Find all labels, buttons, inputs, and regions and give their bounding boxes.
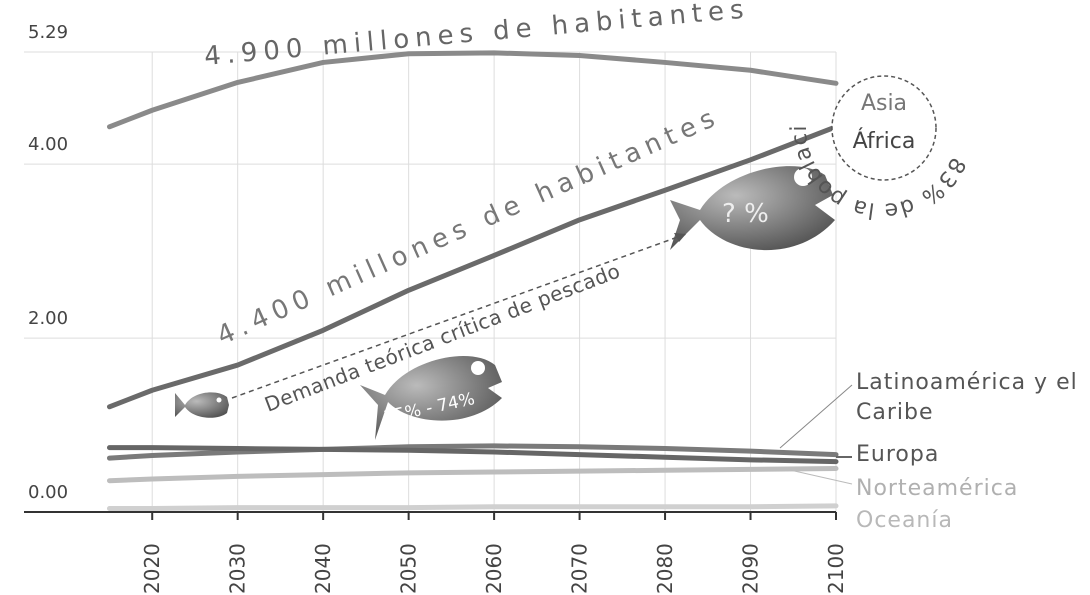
x-tick-label: 2070 [568,543,592,594]
y-tick-label: 2.00 [28,308,68,329]
x-tick-label: 2100 [824,543,848,594]
y-tick-label: 0.00 [28,482,68,503]
legend-north-america: Norteamérica [856,474,1018,504]
legend-latam: Latinoamérica y el Caribe [856,368,1086,428]
x-tick-label: 2080 [653,543,677,594]
series-line [109,506,836,509]
legend-oceania: Oceanía [856,506,953,536]
fish-small [175,392,229,417]
x-tick-label: 2060 [482,543,506,594]
x-tick-label: 2050 [397,543,421,594]
fish-future-label: ? % [722,199,769,229]
x-tick-label: 2040 [311,543,335,594]
x-tick-label: 2090 [739,543,763,594]
series-line [109,469,836,481]
y-tick-label: 4.00 [28,134,68,155]
asia-name: Asia [861,91,907,116]
x-tick-label: 2020 [140,543,164,594]
page: 0.00 2.00 4.00 5.29 2020 2030 2040 2050 2060 2070… [0,0,1090,595]
x-tick-label: 2030 [226,543,250,594]
legend-europe: Europa [856,440,939,470]
y-tick-label: 5.29 [28,22,68,43]
africa-name: África [853,128,916,154]
